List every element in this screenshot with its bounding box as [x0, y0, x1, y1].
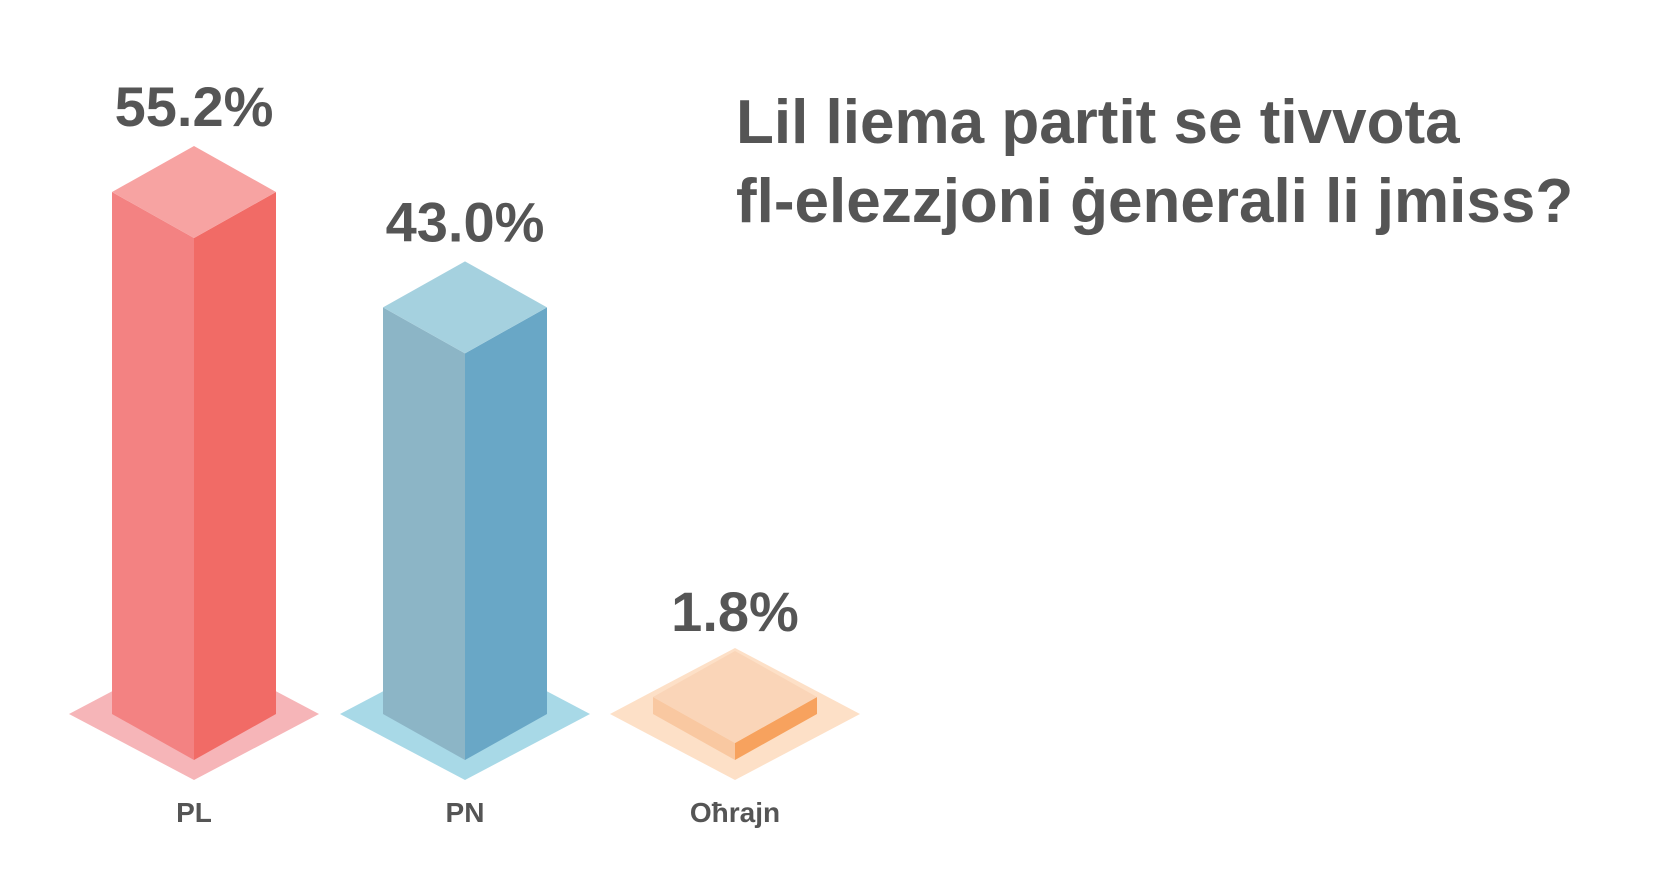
value-label: 43.0%: [386, 190, 545, 253]
bar-top-face: [383, 261, 547, 354]
category-label: PL: [176, 797, 212, 828]
value-label: 55.2%: [115, 75, 274, 138]
bar-left-face: [653, 696, 735, 760]
bar-left-face: [112, 192, 194, 760]
chart-title-line-2: fl-elezzjoni ġenerali li jmiss?: [736, 167, 1573, 236]
bar-left-face: [383, 307, 465, 760]
bar-right-face: [465, 307, 547, 760]
bars-layer: 55.2% PL 43.0% PN 1.8% Oħrajn: [69, 75, 860, 828]
bar-top-face: [112, 146, 276, 238]
bar-right-face: [735, 696, 817, 760]
category-label: Oħrajn: [690, 797, 780, 828]
chart-title-line-1: Lil liema partit se tivvota: [736, 88, 1460, 157]
bar-right-face: [194, 192, 276, 760]
category-label: PN: [446, 797, 485, 828]
bar-top-face: [653, 650, 817, 743]
value-label: 1.8%: [671, 580, 799, 643]
